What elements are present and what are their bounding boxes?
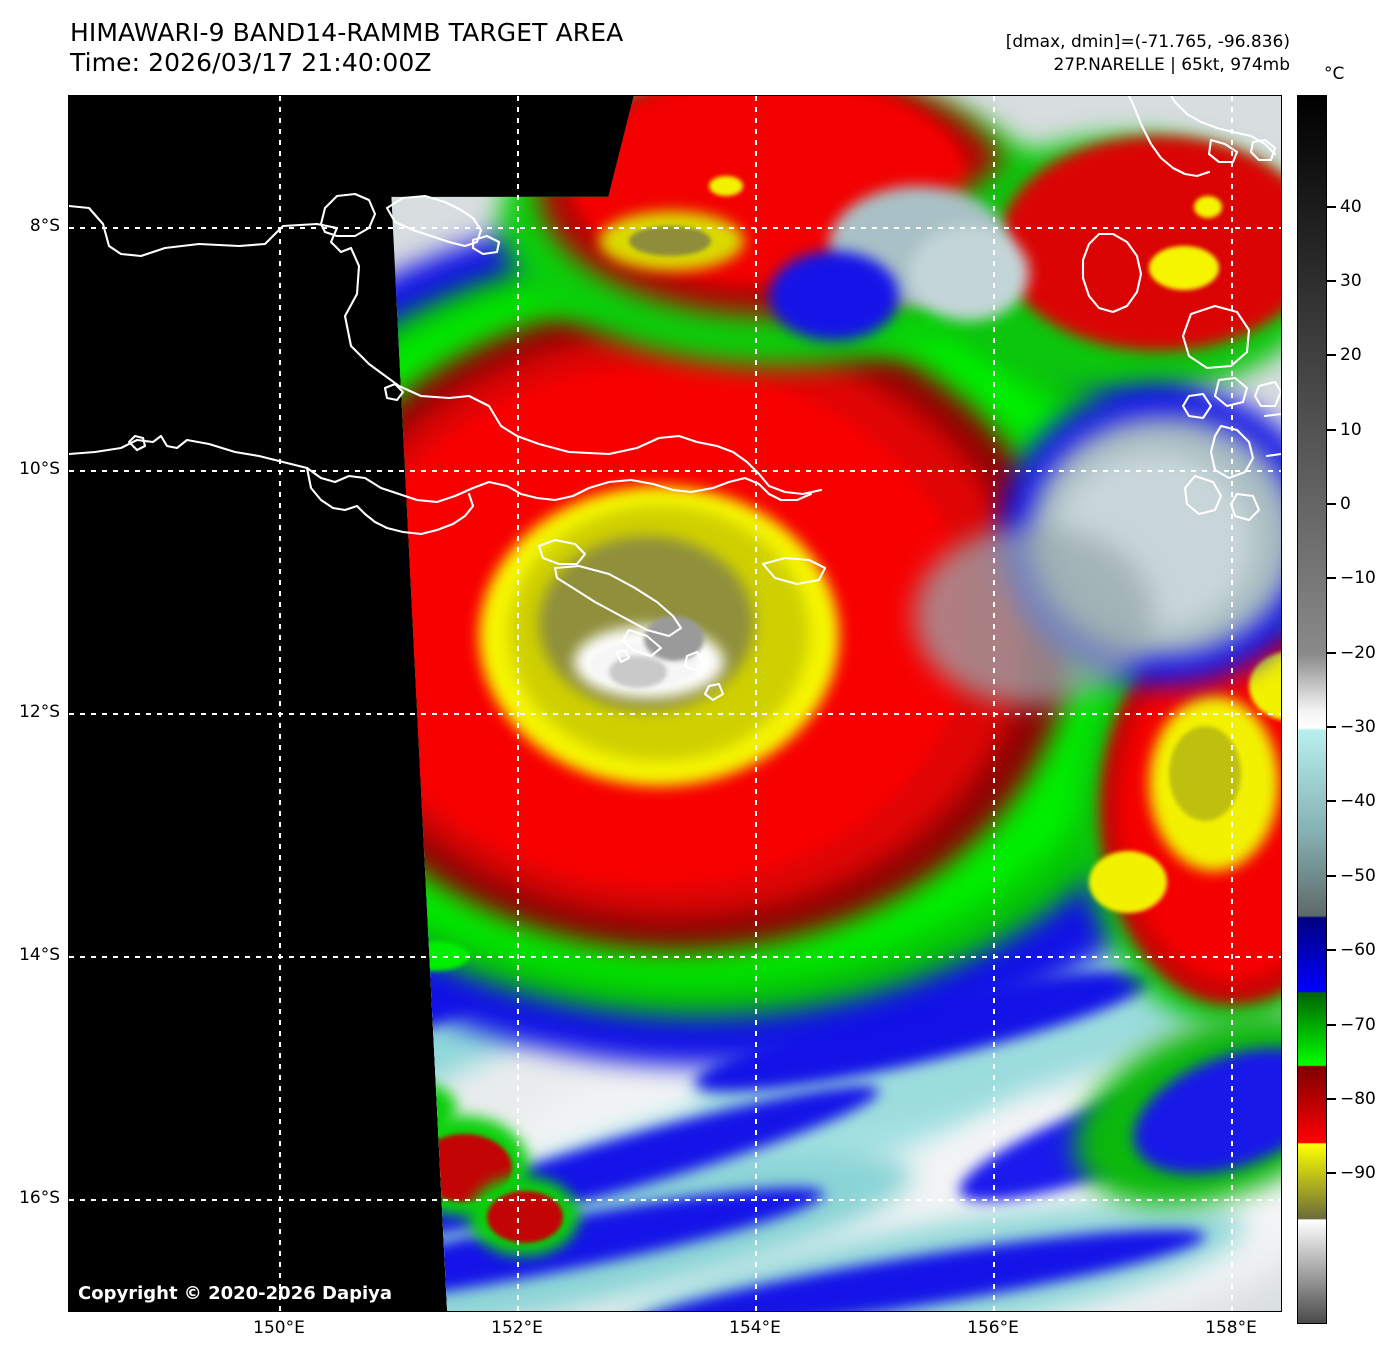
colorbar-unit-label: °C xyxy=(1324,64,1345,84)
page-title: HIMAWARI-9 BAND14-RAMMB TARGET AREA xyxy=(70,18,624,47)
gridline-lon-156e xyxy=(993,96,995,1311)
metadata-block: [dmax, dmin]=(-71.765, -96.836) 27P.NARE… xyxy=(1006,31,1290,77)
colorbar-tick-0 xyxy=(1327,205,1336,208)
colorbar-label-8: −40 xyxy=(1340,791,1376,812)
colorbar-tick-12 xyxy=(1327,1097,1336,1100)
lat-tick-12s: 12°S xyxy=(19,702,60,722)
dminmax-label: [dmax, dmin]=(-71.765, -96.836) xyxy=(1005,32,1290,52)
copyright-label: Copyright © 2020-2026 Dapiya xyxy=(78,1283,393,1304)
lon-tick-154e: 154°E xyxy=(729,1318,781,1338)
colorbar-label-13: −90 xyxy=(1340,1163,1376,1184)
timestamp-label: Time: 2026/03/17 21:40:00Z xyxy=(70,48,432,77)
colorbar-label-5: −10 xyxy=(1340,568,1376,589)
colorbar-label-11: −70 xyxy=(1340,1014,1376,1035)
colorbar-label-12: −80 xyxy=(1340,1088,1376,1109)
colorbar-tick-5 xyxy=(1327,577,1336,580)
colorbar-gradient xyxy=(1298,96,1326,1323)
lon-tick-150e: 150°E xyxy=(253,1318,305,1338)
colorbar-tick-10 xyxy=(1327,949,1336,952)
colorbar-label-1: 30 xyxy=(1340,270,1362,291)
lon-tick-152e: 152°E xyxy=(491,1318,543,1338)
colorbar-tick-8 xyxy=(1327,800,1336,803)
title-block: HIMAWARI-9 BAND14-RAMMB TARGET AREA Time… xyxy=(70,18,623,78)
colorbar-label-10: −60 xyxy=(1340,940,1376,961)
coastline-overlay xyxy=(69,96,1281,702)
colorbar-label-9: −50 xyxy=(1340,865,1376,886)
gridline-lon-158e xyxy=(1231,96,1233,1311)
lon-tick-156e: 156°E xyxy=(967,1318,1019,1338)
colorbar-tick-1 xyxy=(1327,279,1336,282)
colorbar-tick-3 xyxy=(1327,428,1336,431)
gridline-lat-8s xyxy=(69,227,1281,229)
colorbar-tick-4 xyxy=(1327,503,1336,505)
colorbar-label-4: 0 xyxy=(1340,494,1351,514)
colorbar-label-0: 40 xyxy=(1340,196,1362,217)
colorbar-tick-9 xyxy=(1327,874,1336,877)
lat-tick-10s: 10°S xyxy=(19,459,60,479)
temperature-colorbar[interactable] xyxy=(1297,95,1327,1324)
satellite-imagery xyxy=(391,96,1281,1311)
gridline-lon-150e xyxy=(279,96,281,1311)
lon-tick-158e: 158°E xyxy=(1205,1318,1257,1338)
colorbar-tick-11 xyxy=(1327,1023,1336,1026)
gridline-lat-14s xyxy=(69,956,1281,958)
gridline-lat-16s xyxy=(69,1199,1281,1201)
lat-tick-16s: 16°S xyxy=(19,1188,60,1208)
gridline-lat-10s xyxy=(69,470,1281,472)
satellite-map[interactable] xyxy=(68,95,1282,1312)
gridline-lon-154e xyxy=(755,96,757,1311)
colorbar-tick-6 xyxy=(1327,651,1336,654)
colorbar-tick-2 xyxy=(1327,354,1336,357)
colorbar-label-6: −20 xyxy=(1340,642,1376,663)
lat-tick-8s: 8°S xyxy=(29,216,60,236)
gridline-lat-12s xyxy=(69,713,1281,715)
colorbar-label-3: 10 xyxy=(1340,419,1362,440)
colorbar-tick-7 xyxy=(1327,726,1336,729)
storm-info-label: 27P.NARELLE | 65kt, 974mb xyxy=(1053,55,1290,75)
colorbar-tick-13 xyxy=(1327,1172,1336,1175)
colorbar-label-7: −30 xyxy=(1340,717,1376,738)
lat-tick-14s: 14°S xyxy=(19,945,60,965)
colorbar-label-2: 20 xyxy=(1340,345,1362,366)
gridline-lon-152e xyxy=(517,96,519,1311)
